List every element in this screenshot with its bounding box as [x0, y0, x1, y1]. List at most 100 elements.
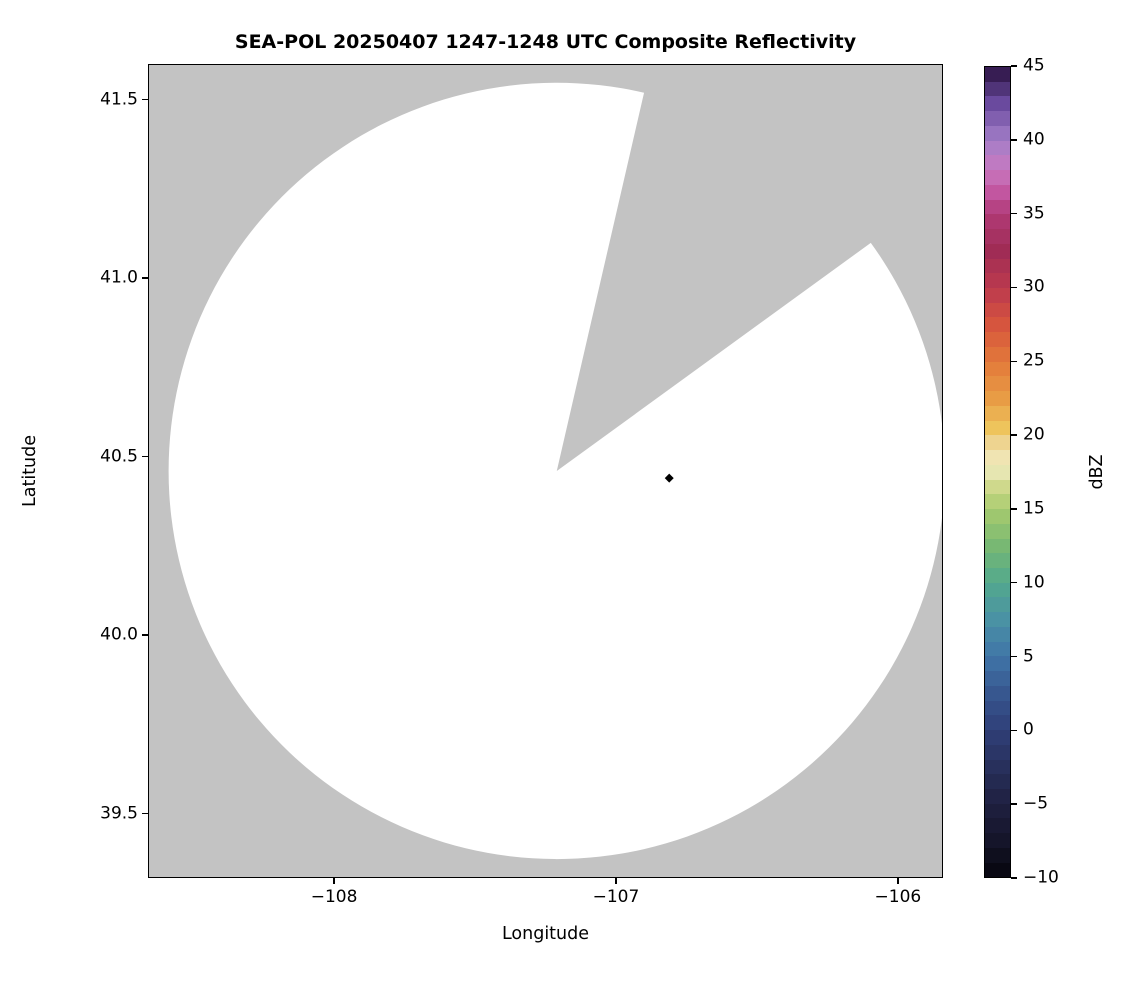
- colorbar-tick-mark: [1011, 508, 1017, 510]
- y-tick-mark: [142, 277, 148, 279]
- colorbar-tick-label: 35: [1023, 203, 1045, 224]
- colorbar-tick-mark: [1011, 803, 1017, 805]
- colorbar-tick-mark: [1011, 212, 1017, 215]
- colorbar-tick-label: 45: [1023, 55, 1045, 76]
- site-marker-diamond: [664, 473, 674, 483]
- colorbar-band: [985, 523, 1010, 539]
- colorbar-band: [985, 155, 1010, 171]
- colorbar-band: [985, 140, 1010, 156]
- colorbar-band: [985, 597, 1010, 613]
- colorbar: [984, 66, 1011, 878]
- colorbar-band: [985, 774, 1010, 789]
- colorbar-tick-label: 10: [1023, 572, 1045, 593]
- y-tick-label: 40.0: [100, 624, 138, 645]
- colorbar-band: [985, 243, 1010, 259]
- colorbar-band: [985, 96, 1010, 112]
- y-tick-label: 40.5: [100, 446, 138, 467]
- plot-area: [148, 64, 943, 878]
- colorbar-tick-mark: [1011, 360, 1017, 363]
- colorbar-band: [985, 538, 1010, 554]
- colorbar-band: [985, 582, 1010, 598]
- colorbar-band: [985, 567, 1010, 583]
- colorbar-band: [985, 81, 1010, 97]
- colorbar-tick-label: 30: [1023, 277, 1045, 298]
- radar-coverage-plot: [168, 82, 942, 860]
- colorbar-band: [985, 391, 1010, 406]
- colorbar-band: [985, 671, 1010, 686]
- colorbar-tick-label: 20: [1023, 424, 1045, 445]
- colorbar-band: [985, 612, 1010, 627]
- colorbar-band: [985, 553, 1010, 568]
- colorbar-band: [985, 332, 1010, 347]
- colorbar-band: [985, 258, 1010, 274]
- colorbar-band: [985, 125, 1010, 141]
- colorbar-band: [985, 479, 1010, 495]
- x-tick-label: −108: [310, 887, 358, 907]
- colorbar-tick-label: 25: [1023, 350, 1045, 371]
- colorbar-band: [985, 346, 1010, 362]
- colorbar-band: [985, 170, 1010, 185]
- colorbar-band: [985, 494, 1010, 510]
- colorbar-tick-label: 15: [1023, 498, 1045, 519]
- colorbar-band: [985, 685, 1010, 701]
- colorbar-band: [985, 288, 1010, 303]
- colorbar-band: [985, 759, 1010, 775]
- colorbar-band: [985, 214, 1010, 230]
- colorbar-tick-label: −5: [1023, 793, 1049, 814]
- colorbar-band: [985, 862, 1010, 878]
- y-tick-label: 41.0: [100, 267, 138, 288]
- colorbar-band: [985, 361, 1010, 377]
- colorbar-band: [985, 420, 1010, 436]
- colorbar-band: [985, 700, 1010, 716]
- colorbar-band: [985, 317, 1010, 333]
- colorbar-label: dBZ: [1087, 454, 1107, 490]
- colorbar-tick-mark: [1011, 581, 1017, 584]
- x-tick-mark: [333, 878, 335, 884]
- colorbar-tick-mark: [1011, 655, 1017, 658]
- colorbar-band: [985, 833, 1010, 848]
- colorbar-band: [985, 788, 1010, 804]
- colorbar-band: [985, 818, 1010, 834]
- colorbar-tick-label: 40: [1023, 129, 1045, 150]
- x-tick-mark: [897, 878, 899, 884]
- colorbar-tick-mark: [1011, 729, 1017, 732]
- colorbar-band: [985, 509, 1010, 524]
- radar-coverage-area: [168, 82, 942, 860]
- colorbar-band: [985, 450, 1010, 465]
- colorbar-tick-mark: [1011, 434, 1017, 436]
- colorbar-band: [985, 405, 1010, 421]
- y-tick-mark: [142, 455, 148, 458]
- colorbar-band: [985, 67, 1010, 82]
- colorbar-band: [985, 273, 1010, 289]
- y-axis-label: Latitude: [20, 434, 40, 508]
- colorbar-tick-label: −10: [1023, 867, 1059, 888]
- colorbar-band: [985, 302, 1010, 318]
- colorbar-band: [985, 184, 1010, 200]
- y-tick-mark: [142, 812, 148, 815]
- y-tick-label: 41.5: [100, 89, 138, 110]
- colorbar-band: [985, 199, 1010, 215]
- colorbar-band: [985, 715, 1010, 731]
- x-tick-mark: [615, 878, 617, 884]
- x-tick-label: −107: [592, 887, 640, 907]
- colorbar-tick-label: 5: [1023, 646, 1034, 667]
- colorbar-band: [985, 656, 1010, 672]
- colorbar-band: [985, 435, 1010, 451]
- y-tick-mark: [142, 634, 148, 636]
- colorbar-band: [985, 803, 1010, 819]
- colorbar-band: [985, 376, 1010, 392]
- y-tick-mark: [142, 98, 148, 101]
- colorbar-band: [985, 744, 1010, 760]
- x-axis-label: Longitude: [501, 924, 590, 944]
- colorbar-band: [985, 111, 1010, 126]
- x-tick-label: −106: [874, 887, 922, 907]
- colorbar-band: [985, 464, 1010, 480]
- colorbar-band: [985, 730, 1010, 745]
- colorbar-tick-mark: [1011, 139, 1017, 141]
- colorbar-tick-label: 0: [1023, 720, 1034, 741]
- colorbar-band: [985, 229, 1010, 244]
- colorbar-band: [985, 847, 1010, 863]
- colorbar-tick-mark: [1011, 65, 1017, 67]
- colorbar-tick-mark: [1011, 286, 1017, 289]
